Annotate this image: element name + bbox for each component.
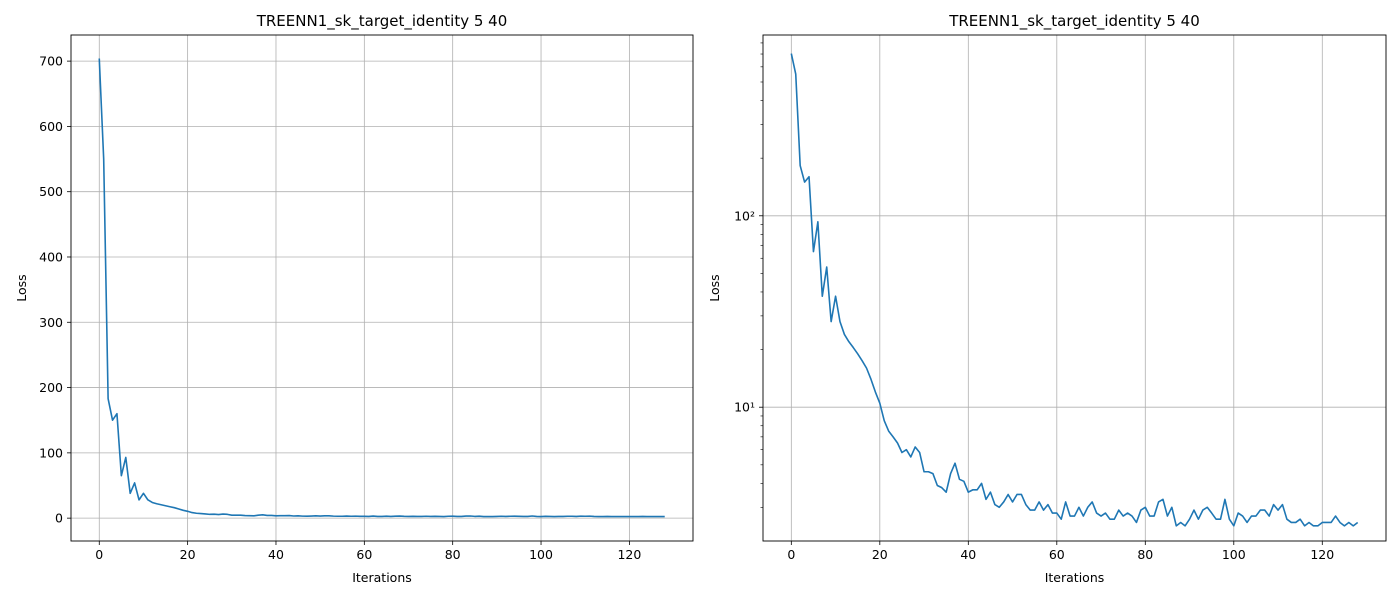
x-tick-label: 0 xyxy=(95,547,103,562)
y-tick-label: 700 xyxy=(39,54,63,69)
chart-title: TREENN1_sk_target_identity 5 40 xyxy=(948,12,1200,31)
x-tick-label: 60 xyxy=(1049,547,1065,562)
plot-frame xyxy=(762,34,1387,542)
x-tick-label: 60 xyxy=(356,547,372,562)
y-axis-label: Loss xyxy=(14,274,29,301)
y-tick-label: 10² xyxy=(734,208,755,223)
y-tick-label: 200 xyxy=(39,380,63,395)
x-tick-label: 100 xyxy=(1222,547,1246,562)
loss-series-line xyxy=(790,53,1359,527)
plot-frame xyxy=(70,34,694,542)
y-axis-label: Loss xyxy=(707,274,722,301)
x-tick-label: 40 xyxy=(960,547,976,562)
y-tick-label: 500 xyxy=(39,184,63,199)
x-tick-label: 100 xyxy=(529,547,553,562)
x-tick-label: 80 xyxy=(1137,547,1153,562)
x-axis-label: Iterations xyxy=(352,570,412,585)
x-tick-label: 80 xyxy=(445,547,461,562)
x-tick-label: 20 xyxy=(872,547,888,562)
x-tick-label: 120 xyxy=(617,547,641,562)
x-axis-label: Iterations xyxy=(1045,570,1105,585)
y-tick-label: 400 xyxy=(39,249,63,264)
x-tick-label: 0 xyxy=(787,547,795,562)
x-tick-label: 20 xyxy=(180,547,196,562)
right-chart-log: 0 20 40 60 80 100 120 10¹ 10² TREENN1_sk_target_i… xyxy=(707,12,1387,585)
y-tick-label: 100 xyxy=(39,445,63,460)
y-tick-label: 300 xyxy=(39,315,63,330)
x-tick-label: 40 xyxy=(268,547,284,562)
chart-title: TREENN1_sk_target_identity 5 40 xyxy=(256,12,508,31)
y-tick-label: 600 xyxy=(39,119,63,134)
x-tick-label: 120 xyxy=(1310,547,1334,562)
y-tick-label: 10¹ xyxy=(734,400,755,415)
loss-series-line xyxy=(98,58,665,518)
y-tick-label: 0 xyxy=(55,511,63,526)
left-chart-linear: 0 20 40 60 80 100 120 0 100 200 300 400 500 600 700 TRE… xyxy=(14,12,694,585)
